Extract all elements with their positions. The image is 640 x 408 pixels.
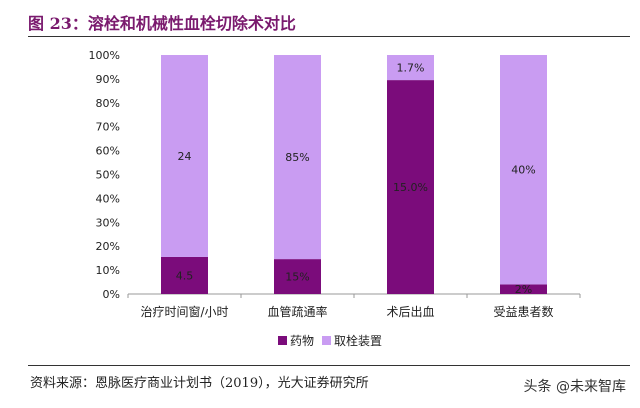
- source-note: 资料来源：恩脉医疗商业计划书（2019），光大证券研究所: [30, 376, 369, 391]
- bar-device: [161, 55, 208, 257]
- y-tick-label: 40%: [96, 192, 120, 205]
- bar-drug: [387, 80, 434, 294]
- category-label: 术后出血: [386, 305, 434, 319]
- data-label: 2%: [515, 283, 532, 296]
- data-label: 40%: [511, 164, 535, 177]
- y-tick-label: 100%: [89, 49, 120, 62]
- y-tick-label: 50%: [96, 169, 120, 182]
- data-label: 1.7%: [397, 62, 425, 75]
- bar-drug: [161, 256, 208, 294]
- y-tick-label: 20%: [96, 240, 120, 253]
- legend-swatch: [322, 336, 331, 345]
- data-label: 24: [178, 150, 192, 163]
- y-tick-label: 60%: [96, 145, 120, 158]
- legend-label: 药物: [290, 334, 314, 348]
- category-label: 治疗时间窗/小时: [140, 305, 228, 319]
- bar-device: [387, 55, 434, 81]
- figure-title: 图 23：溶栓和机械性血栓切除术对比: [28, 14, 296, 33]
- bar-device: [500, 55, 547, 285]
- bar-drug: [500, 284, 547, 294]
- title-divider: [28, 36, 630, 37]
- y-tick-label: 10%: [96, 264, 120, 277]
- data-label: 85%: [285, 151, 309, 164]
- category-label: 受益患者数: [493, 304, 553, 319]
- legend-swatch: [278, 336, 287, 345]
- source-divider: [28, 365, 630, 366]
- data-label: 15%: [285, 271, 309, 284]
- data-label: 15.0%: [393, 181, 428, 194]
- y-tick-label: 70%: [96, 121, 120, 134]
- y-tick-label: 0%: [103, 288, 120, 301]
- stacked-bar-chart: 0% 10% 20% 30% 40% 50% 60% 70% 80% 90% 100% 4.5 24 治疗…: [89, 49, 581, 348]
- legend-label: 取栓装置: [334, 333, 382, 348]
- bar-device: [274, 55, 321, 260]
- y-tick-label: 30%: [96, 216, 120, 229]
- category-label: 血管疏通率: [267, 304, 327, 319]
- y-tick-label: 80%: [96, 97, 120, 110]
- data-label: 4.5: [176, 269, 194, 282]
- y-tick-label: 90%: [96, 73, 120, 86]
- watermark: 头条 @未来智库: [523, 379, 626, 395]
- bar-drug: [274, 259, 321, 294]
